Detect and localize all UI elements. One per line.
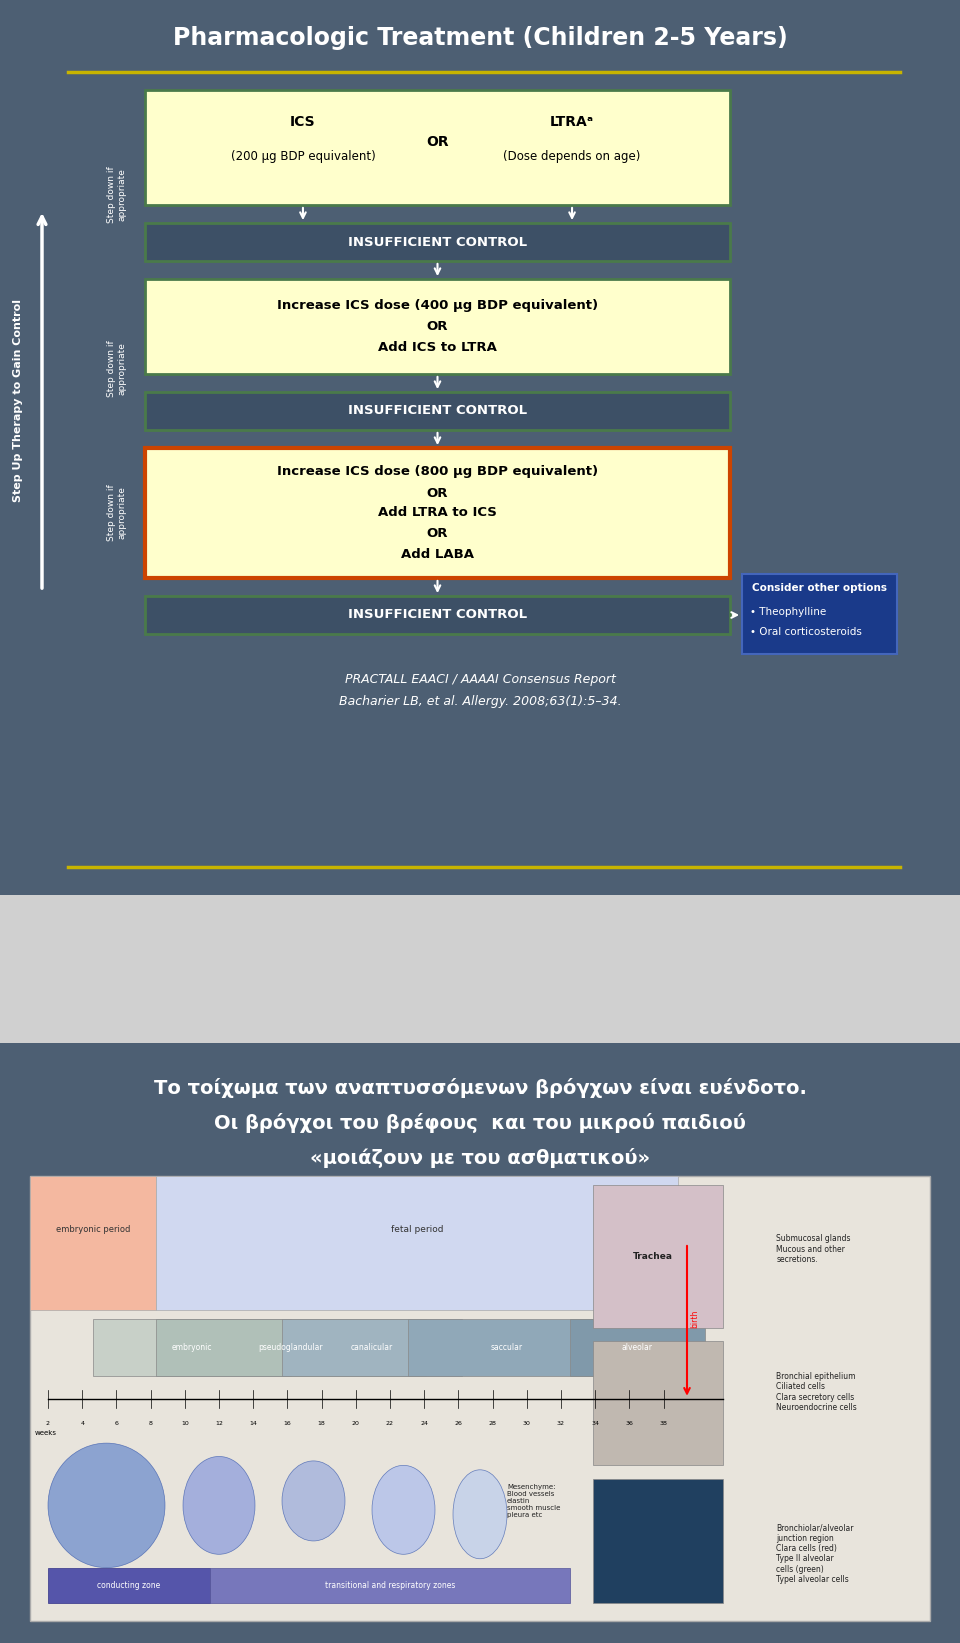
- Text: transitional and respiratory zones: transitional and respiratory zones: [324, 1581, 455, 1590]
- Ellipse shape: [48, 1443, 165, 1567]
- Text: Step Up Therapy to Gain Control: Step Up Therapy to Gain Control: [13, 299, 23, 503]
- Text: 32: 32: [557, 1421, 565, 1426]
- Text: 20: 20: [352, 1421, 360, 1426]
- Text: OR: OR: [427, 527, 448, 541]
- Text: 34: 34: [591, 1421, 599, 1426]
- Text: embryonic period: embryonic period: [56, 1226, 131, 1234]
- Text: 8: 8: [149, 1421, 153, 1426]
- Text: (200 μg BDP equivalent): (200 μg BDP equivalent): [230, 150, 375, 163]
- Text: OR: OR: [427, 320, 448, 334]
- Text: 6: 6: [114, 1421, 118, 1426]
- Text: INSUFFICIENT CONTROL: INSUFFICIENT CONTROL: [348, 404, 527, 417]
- Text: 28: 28: [489, 1421, 496, 1426]
- Bar: [593, 1341, 723, 1466]
- Text: Add ICS to LTRA: Add ICS to LTRA: [378, 340, 497, 353]
- Bar: [145, 90, 730, 205]
- Text: OR: OR: [427, 486, 448, 499]
- Bar: [593, 1185, 723, 1328]
- Text: • Oral corticosteroids: • Oral corticosteroids: [750, 626, 862, 636]
- Bar: [145, 449, 730, 578]
- Text: 10: 10: [180, 1421, 189, 1426]
- Text: 38: 38: [660, 1421, 667, 1426]
- Text: Bacharier LB, et al. Allergy. 2008;63(1):5–34.: Bacharier LB, et al. Allergy. 2008;63(1)…: [339, 695, 621, 708]
- Text: Pharmacologic Treatment (Children 2-5 Years): Pharmacologic Treatment (Children 2-5 Ye…: [173, 26, 787, 49]
- Text: Submucosal glands
Mucous and other
secretions.: Submucosal glands Mucous and other secre…: [776, 1234, 851, 1263]
- Text: Bronchiolar/alveolar
junction region
Clara cells (red)
Type II alveolar
cells (g: Bronchiolar/alveolar junction region Cla…: [776, 1523, 853, 1584]
- Ellipse shape: [372, 1466, 435, 1554]
- Text: 16: 16: [283, 1421, 291, 1426]
- Text: 2: 2: [46, 1421, 50, 1426]
- Text: Step down if
appropriate: Step down if appropriate: [108, 485, 127, 542]
- Text: Mesenchyme:
Blood vessels
elastin
smooth muscle
pleura etc: Mesenchyme: Blood vessels elastin smooth…: [507, 1484, 561, 1518]
- Text: Step down if
appropriate: Step down if appropriate: [108, 340, 127, 398]
- Text: Increase ICS dose (400 μg BDP equivalent): Increase ICS dose (400 μg BDP equivalent…: [276, 299, 598, 312]
- Text: INSUFFICIENT CONTROL: INSUFFICIENT CONTROL: [348, 608, 527, 621]
- Ellipse shape: [282, 1461, 345, 1541]
- Bar: [210, 1567, 570, 1604]
- Bar: [282, 1319, 462, 1377]
- Bar: [145, 596, 730, 634]
- Bar: [145, 223, 730, 261]
- Text: weeks: weeks: [35, 1429, 57, 1436]
- Text: Οι βρόγχοι του βρέφους  και του μικρού παιδιού: Οι βρόγχοι του βρέφους και του μικρού πα…: [214, 1114, 746, 1134]
- Text: INSUFFICIENT CONTROL: INSUFFICIENT CONTROL: [348, 235, 527, 248]
- Text: canalicular: canalicular: [350, 1342, 394, 1352]
- Text: Trachea: Trachea: [633, 1252, 673, 1260]
- Text: LTRAᵃ: LTRAᵃ: [550, 115, 594, 130]
- Text: birth: birth: [690, 1309, 699, 1328]
- Ellipse shape: [453, 1470, 507, 1559]
- Bar: [48, 1567, 210, 1604]
- Bar: [156, 1319, 426, 1377]
- Text: 36: 36: [626, 1421, 634, 1426]
- Bar: [408, 1319, 606, 1377]
- Text: 12: 12: [215, 1421, 223, 1426]
- Text: Το τοίχωμα των αναπτυσσόμενων βρόγχων είναι ευένδοτο.: Το τοίχωμα των αναπτυσσόμενων βρόγχων εί…: [154, 1078, 806, 1098]
- Text: OR: OR: [426, 135, 449, 150]
- Text: Add LABA: Add LABA: [401, 549, 474, 562]
- Text: embryonic: embryonic: [172, 1342, 212, 1352]
- Text: 4: 4: [81, 1421, 84, 1426]
- Text: 18: 18: [318, 1421, 325, 1426]
- Text: Step down if
appropriate: Step down if appropriate: [108, 166, 127, 223]
- Bar: [570, 1319, 705, 1377]
- Text: PRACTALL EAACI / AAAAI Consensus Report: PRACTALL EAACI / AAAAI Consensus Report: [345, 672, 615, 685]
- Text: conducting zone: conducting zone: [97, 1581, 160, 1590]
- Text: «μοιάζουν με του ασθματικού»: «μοιάζουν με του ασθματικού»: [310, 1148, 650, 1168]
- Text: saccular: saccular: [491, 1342, 523, 1352]
- Text: pseudoglandular: pseudoglandular: [258, 1342, 324, 1352]
- Text: Increase ICS dose (800 μg BDP equivalent): Increase ICS dose (800 μg BDP equivalent…: [276, 465, 598, 478]
- Text: (Dose depends on age): (Dose depends on age): [503, 150, 640, 163]
- Bar: [93, 1319, 291, 1377]
- Bar: [145, 279, 730, 375]
- Bar: [593, 1479, 723, 1604]
- Text: 14: 14: [250, 1421, 257, 1426]
- Text: 26: 26: [454, 1421, 463, 1426]
- Bar: [156, 1176, 678, 1309]
- Text: 24: 24: [420, 1421, 428, 1426]
- Text: • Theophylline: • Theophylline: [750, 608, 827, 618]
- Text: Consider other options: Consider other options: [752, 583, 887, 593]
- Text: Add LTRA to ICS: Add LTRA to ICS: [378, 506, 497, 519]
- Bar: [30, 1176, 156, 1309]
- Bar: [30, 1176, 930, 1622]
- Bar: [145, 393, 730, 430]
- Text: fetal period: fetal period: [391, 1226, 444, 1234]
- Text: alveolar: alveolar: [622, 1342, 653, 1352]
- Text: 22: 22: [386, 1421, 394, 1426]
- Text: ICS: ICS: [290, 115, 316, 130]
- Text: 30: 30: [523, 1421, 531, 1426]
- Bar: [742, 573, 897, 654]
- Text: Bronchial epithelium
Ciliated cells
Clara secretory cells
Neuroendocrine cells: Bronchial epithelium Ciliated cells Clar…: [776, 1372, 857, 1413]
- Ellipse shape: [183, 1456, 255, 1554]
